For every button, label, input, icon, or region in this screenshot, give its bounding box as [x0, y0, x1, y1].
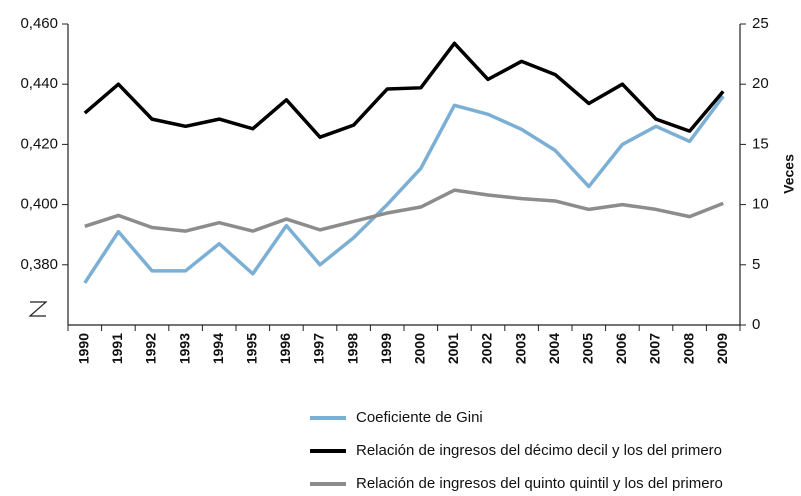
- y2-tick-label: 0: [752, 316, 760, 333]
- y-tick-label: 0,440: [20, 75, 58, 92]
- series-line: [83, 41, 725, 139]
- x-tick-label: 1998: [344, 333, 360, 364]
- series-line: [83, 95, 725, 284]
- x-tick-label: 2008: [680, 333, 696, 364]
- legend-label: Relación de ingresos del quinto quintil …: [356, 475, 723, 492]
- x-tick-label: 1990: [76, 333, 92, 364]
- x-tick-label: 2006: [613, 333, 629, 364]
- x-tick-label: 2002: [479, 333, 495, 364]
- y-tick-label: 0,400: [20, 196, 58, 213]
- y2-axis-title: Veces: [781, 154, 797, 194]
- legend-label: Coeficiente de Gini: [356, 409, 483, 426]
- y2-tick-label: 5: [752, 256, 760, 273]
- axis-break: [28, 301, 48, 317]
- series-line: [84, 188, 724, 233]
- x-tick-label: 2003: [512, 333, 528, 364]
- x-tick-label: 1997: [311, 333, 327, 364]
- y2-tick-label: 25: [752, 15, 769, 32]
- x-tick-label: 1995: [244, 333, 260, 364]
- y2-tick-label: 10: [752, 196, 769, 213]
- x-tick-label: 2004: [546, 333, 562, 364]
- x-tick-label: 2009: [714, 333, 730, 364]
- x-tick-label: 1994: [210, 333, 226, 364]
- legend-label: Relación de ingresos del décimo decil y …: [356, 442, 722, 459]
- x-tick-label: 1996: [277, 333, 293, 364]
- x-tick-label: 2000: [412, 333, 428, 364]
- x-tick-label: 1999: [378, 333, 394, 364]
- x-tick-label: 1993: [176, 333, 192, 364]
- x-tick-label: 1991: [109, 333, 125, 364]
- y-tick-label: 0,460: [20, 15, 58, 32]
- y-tick-label: 0,420: [20, 135, 58, 152]
- x-tick-label: 1992: [143, 333, 159, 364]
- x-tick-label: 2001: [445, 333, 461, 364]
- y2-tick-label: 20: [752, 75, 769, 92]
- x-tick-label: 2007: [647, 333, 663, 364]
- y-tick-label: 0,380: [20, 256, 58, 273]
- x-tick-label: 2005: [580, 333, 596, 364]
- y2-tick-label: 15: [752, 135, 769, 152]
